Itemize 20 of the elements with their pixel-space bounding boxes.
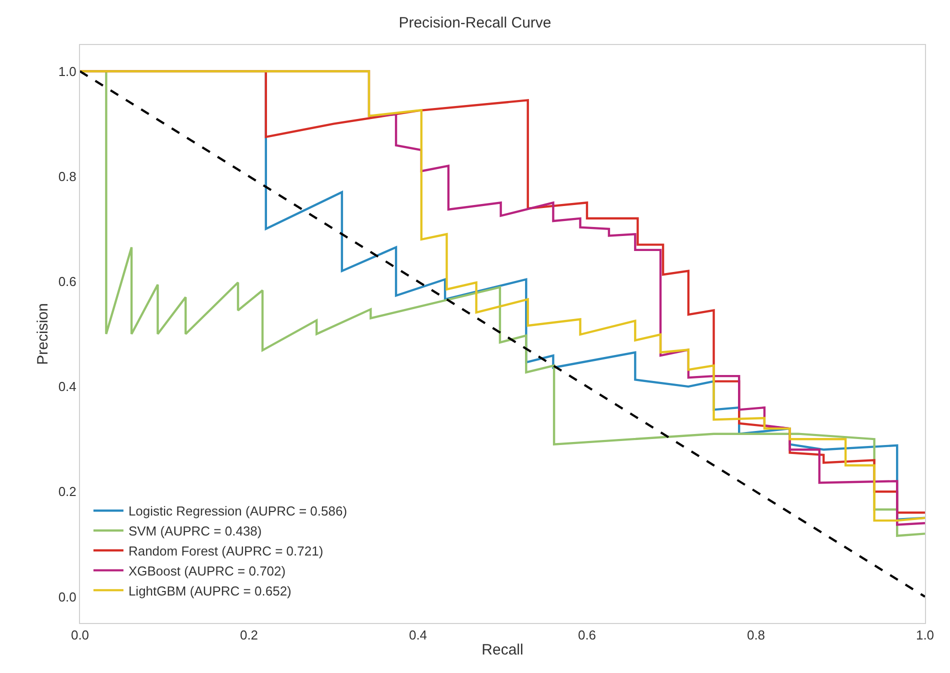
x-axis-title: Recall bbox=[482, 642, 524, 659]
legend-label: SVM (AUPRC = 0.438) bbox=[128, 524, 262, 539]
y-tick-label: 0.8 bbox=[58, 168, 76, 184]
y-axis-title: Precision bbox=[34, 303, 52, 365]
x-tick-label: 0.4 bbox=[408, 628, 428, 643]
y-tick-label: 0.6 bbox=[58, 274, 76, 289]
y-tick-label: 0.0 bbox=[58, 589, 76, 604]
y-tick-label: 0.4 bbox=[58, 379, 76, 394]
x-tick-label: 0.0 bbox=[70, 628, 90, 643]
x-tick-label: 0.8 bbox=[746, 628, 766, 643]
legend-label: LightGBM (AUPRC = 0.652) bbox=[128, 583, 292, 598]
chart-title: Precision-Recall Curve bbox=[398, 14, 552, 32]
legend-label: Random Forest (AUPRC = 0.721) bbox=[128, 543, 324, 558]
legend-label: Logistic Regression (AUPRC = 0.586) bbox=[128, 504, 348, 519]
x-tick-label: 0.2 bbox=[240, 628, 258, 643]
y-tick-label: 1.0 bbox=[58, 64, 76, 79]
x-tick-label: 1.0 bbox=[916, 628, 934, 643]
legend-label: XGBoost (AUPRC = 0.702) bbox=[128, 563, 286, 578]
x-tick-label: 0.6 bbox=[578, 628, 596, 643]
y-tick-label: 0.2 bbox=[58, 484, 76, 500]
